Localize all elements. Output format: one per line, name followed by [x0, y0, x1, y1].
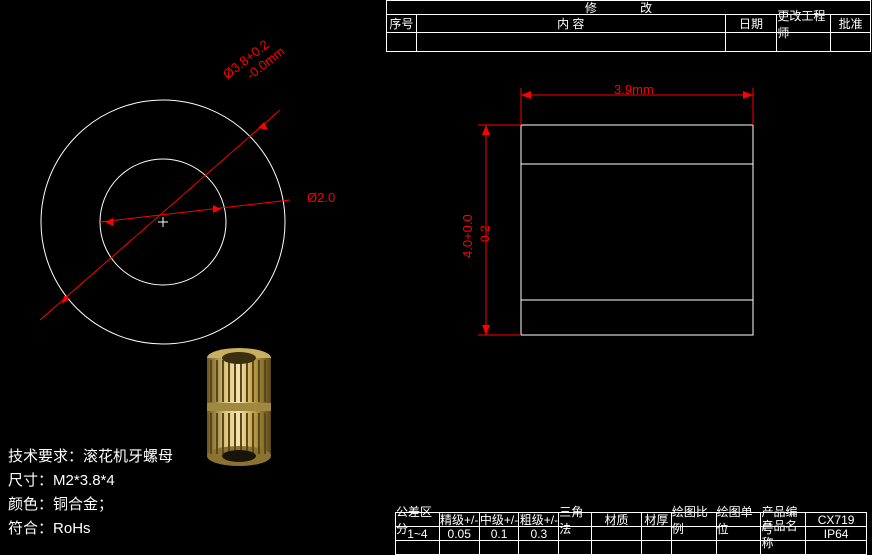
- tb-r2-5: [592, 527, 642, 540]
- tb-r2-4: [559, 527, 592, 540]
- dim-top-label: 3.9mm: [614, 82, 654, 97]
- tb-r2-8: [717, 527, 762, 540]
- tb-r2-9: 产品名称: [761, 527, 806, 540]
- tb-r1-1: 精级+/-: [440, 513, 480, 526]
- tb-r2-2: 0.1: [480, 527, 520, 540]
- tb-r1-10: CX719: [806, 513, 866, 526]
- tb-r1-6: 材厚: [642, 513, 672, 526]
- title-block: 公差区分 精级+/- 中级+/- 粗级+/- 三角法 材质 材厚 绘图比例 绘图…: [395, 512, 867, 555]
- tb-r2-7: [672, 527, 717, 540]
- tb-r1-7: 绘图比例: [672, 513, 717, 526]
- tb-r1-0: 公差区分: [396, 513, 440, 526]
- tb-r2-10: IP64: [806, 527, 866, 540]
- tb-r1-8: 绘图单位: [717, 513, 762, 526]
- tb-r1-4: 三角法: [559, 513, 592, 526]
- rect-outline: [521, 125, 753, 335]
- tb-r2-3: 0.3: [519, 527, 559, 540]
- note-0: 技术要求：滚花机牙螺母: [8, 445, 173, 469]
- note-1: 尺寸：M2*3.8*4: [8, 469, 173, 493]
- tb-r1-3: 粗级+/-: [519, 513, 559, 526]
- dim-left-label: 4.0+0.0: [460, 214, 475, 258]
- notes: 技术要求：滚花机牙螺母 尺寸：M2*3.8*4 颜色：铜合金； 符合：RoHs: [8, 445, 173, 541]
- note-3: 符合：RoHs: [8, 517, 173, 541]
- note-2: 颜色：铜合金；: [8, 493, 173, 517]
- tb-r1-2: 中级+/-: [480, 513, 520, 526]
- tb-r2-6: [642, 527, 672, 540]
- insert-image: [194, 340, 284, 470]
- rect-view: [0, 0, 872, 400]
- dim-left-label2: -0.2: [478, 225, 492, 246]
- tb-r1-5: 材质: [592, 513, 642, 526]
- tb-r2-0: 1~4: [396, 527, 440, 540]
- tb-r2-1: 0.05: [440, 527, 480, 540]
